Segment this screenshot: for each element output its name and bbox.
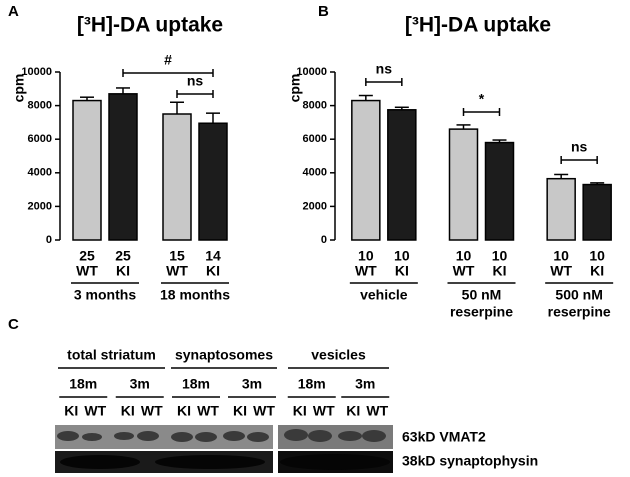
genotype-label: KI	[493, 263, 507, 279]
n-label: 10	[456, 248, 472, 264]
lane-label: KI	[293, 403, 307, 419]
lane-label: WT	[141, 403, 163, 419]
lane-label: KI	[233, 403, 247, 419]
lane-label: KI	[346, 403, 360, 419]
genotype-label: WT	[550, 263, 572, 279]
group-label: 18 months	[160, 287, 230, 303]
y-tick-label: 4000	[28, 167, 52, 179]
genotype-label: WT	[355, 263, 377, 279]
bar	[108, 93, 138, 241]
panel-label: A	[8, 3, 19, 20]
bar	[198, 122, 228, 241]
y-tick-label: 0	[46, 234, 52, 246]
significance-label: ns	[571, 139, 588, 155]
lane-label: KI	[121, 403, 135, 419]
n-label: 10	[492, 248, 508, 264]
lane-label: KI	[177, 403, 191, 419]
lane-label: WT	[197, 403, 219, 419]
genotype-label: KI	[395, 263, 409, 279]
y-tick-label: 2000	[28, 200, 52, 212]
group-label: vehicle	[360, 287, 408, 303]
age-label: 18m	[69, 376, 97, 392]
age-label: 18m	[182, 376, 210, 392]
lane-label: WT	[84, 403, 106, 419]
lane-label: WT	[253, 403, 275, 419]
section-label: vesicles	[311, 347, 366, 363]
group-label: reserpine	[548, 304, 611, 320]
y-tick-label: 2000	[303, 200, 327, 212]
age-label: 3m	[355, 376, 375, 392]
bar	[351, 99, 381, 241]
y-axis-label: cpm	[287, 74, 303, 103]
y-tick-label: 8000	[303, 100, 327, 112]
lane-label: WT	[366, 403, 388, 419]
y-tick-label: 8000	[28, 100, 52, 112]
section-label: total striatum	[67, 347, 156, 363]
n-label: 14	[205, 248, 221, 264]
genotype-label: KI	[116, 263, 130, 279]
age-label: 18m	[298, 376, 326, 392]
n-label: 10	[589, 248, 605, 264]
lane-label: WT	[313, 403, 335, 419]
group-label: 50 nM	[462, 287, 502, 303]
genotype-label: WT	[166, 263, 188, 279]
genotype-label: KI	[590, 263, 604, 279]
bar	[582, 183, 612, 241]
n-label: 10	[394, 248, 410, 264]
blot-image	[55, 425, 393, 473]
significance-label: *	[479, 91, 485, 107]
y-tick-label: 10000	[21, 66, 52, 78]
bar	[484, 141, 515, 241]
genotype-label: WT	[76, 263, 98, 279]
n-label: 10	[553, 248, 569, 264]
significance-label: #	[164, 52, 172, 68]
significance-label: ns	[187, 73, 204, 89]
bar	[72, 99, 102, 241]
chart-title: [³H]-DA uptake	[77, 14, 223, 37]
y-tick-label: 0	[321, 234, 327, 246]
significance-label: ns	[376, 61, 393, 77]
band-label: 38kD synaptophysin	[402, 453, 538, 469]
chart-title: [³H]-DA uptake	[405, 14, 551, 37]
n-label: 25	[115, 248, 131, 264]
group-label: 500 nM	[555, 287, 602, 303]
y-tick-label: 10000	[296, 66, 327, 78]
panel-label: B	[318, 3, 329, 20]
group-label: reserpine	[450, 304, 513, 320]
age-label: 3m	[130, 376, 150, 392]
lane-label: KI	[64, 403, 78, 419]
n-label: 10	[358, 248, 374, 264]
y-axis-label: cpm	[11, 74, 27, 103]
bar	[448, 128, 479, 241]
genotype-label: KI	[206, 263, 220, 279]
panel-label: C	[8, 316, 19, 333]
y-tick-label: 6000	[303, 133, 327, 145]
section-label: synaptosomes	[175, 347, 273, 363]
n-label: 15	[169, 248, 185, 264]
n-label: 25	[79, 248, 95, 264]
age-label: 3m	[242, 376, 262, 392]
bar	[546, 177, 576, 241]
y-tick-label: 6000	[28, 133, 52, 145]
genotype-label: WT	[453, 263, 475, 279]
bar	[387, 109, 417, 241]
y-tick-label: 4000	[303, 167, 327, 179]
group-label: 3 months	[74, 287, 136, 303]
bar	[162, 113, 192, 241]
band-label: 63kD VMAT2	[402, 429, 486, 445]
